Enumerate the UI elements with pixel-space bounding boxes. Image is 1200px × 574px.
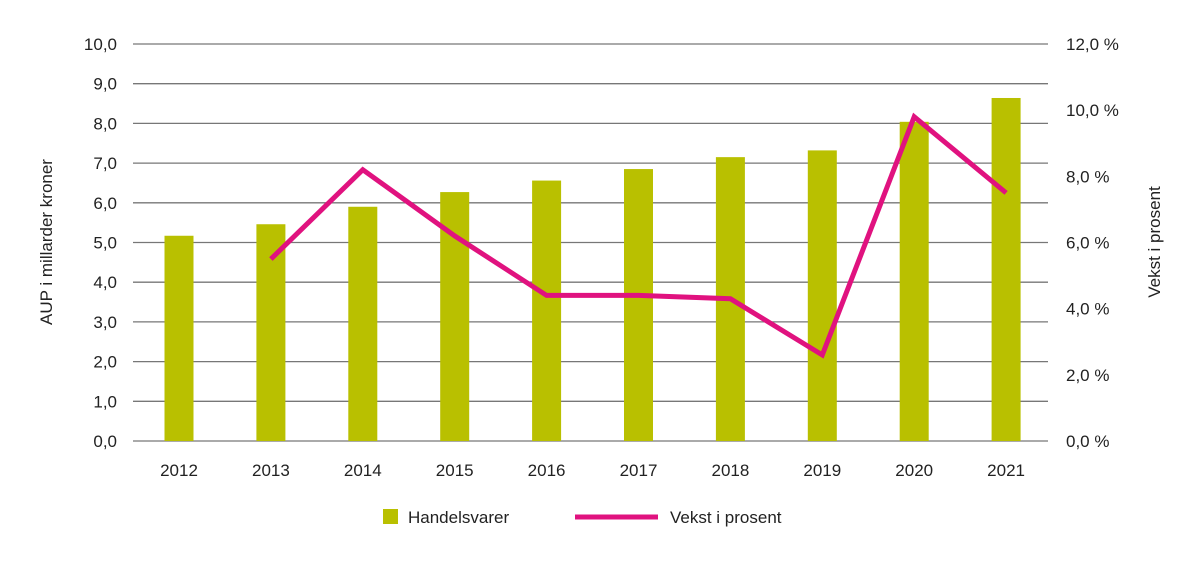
y-tick-label-right: 4,0 % (1066, 300, 1109, 319)
y-tick-label-left: 8,0 (93, 114, 117, 133)
x-tick-label: 2018 (711, 461, 749, 480)
y-tick-label-left: 9,0 (93, 75, 117, 94)
x-tick-label: 2012 (160, 461, 198, 480)
bar-2017 (624, 169, 653, 441)
y-tick-label-left: 1,0 (93, 392, 117, 411)
legend-swatch-bar (383, 509, 398, 524)
y-tick-label-right: 0,0 % (1066, 432, 1109, 451)
x-tick-label: 2013 (252, 461, 290, 480)
y-tick-label-left: 7,0 (93, 154, 117, 173)
legend: Handelsvarer Vekst i prosent (383, 508, 782, 527)
y-axis-label-left: AUP i millarder kroner (37, 159, 56, 325)
bar-2021 (992, 98, 1021, 441)
legend-label-bar: Handelsvarer (408, 508, 509, 527)
bar-2020 (900, 122, 929, 441)
y-tick-label-right: 10,0 % (1066, 101, 1119, 120)
bar-2016 (532, 181, 561, 441)
x-tick-label: 2017 (620, 461, 658, 480)
y-tick-label-right: 12,0 % (1066, 35, 1119, 54)
y-tick-label-left: 5,0 (93, 234, 117, 253)
legend-label-line: Vekst i prosent (670, 508, 782, 527)
y-axis-label-right: Vekst i prosent (1145, 186, 1164, 298)
x-tick-label: 2014 (344, 461, 382, 480)
bar-2019 (808, 150, 837, 441)
x-tick-label: 2021 (987, 461, 1025, 480)
x-tick-label: 2016 (528, 461, 566, 480)
y-tick-label-left: 10,0 (84, 35, 117, 54)
bar-2014 (348, 207, 377, 441)
bar-2012 (165, 236, 194, 441)
x-tick-label: 2019 (803, 461, 841, 480)
x-tick-label: 2020 (895, 461, 933, 480)
y-tick-label-right: 2,0 % (1066, 366, 1109, 385)
y-tick-label-left: 2,0 (93, 353, 117, 372)
y-tick-label-right: 6,0 % (1066, 234, 1109, 253)
y-tick-label-right: 8,0 % (1066, 167, 1109, 186)
y-tick-label-left: 3,0 (93, 313, 117, 332)
y-tick-label-left: 6,0 (93, 194, 117, 213)
x-tick-label: 2015 (436, 461, 474, 480)
y-tick-label-left: 0,0 (93, 432, 117, 451)
y-tick-label-left: 4,0 (93, 273, 117, 292)
